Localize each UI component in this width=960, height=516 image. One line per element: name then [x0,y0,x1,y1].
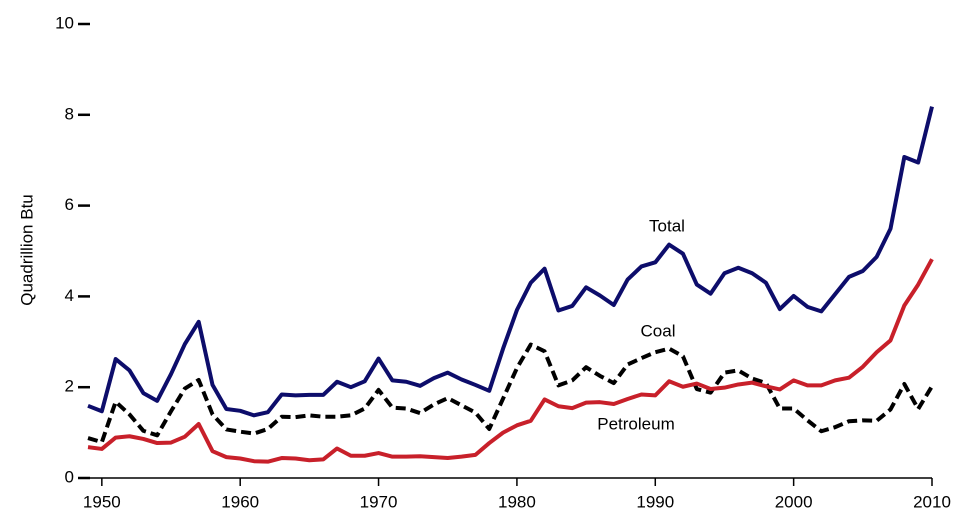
x-tick-label: 2000 [775,492,813,511]
x-tick-label: 1950 [83,492,121,511]
series-label: Coal [641,321,676,340]
series-line [87,106,934,418]
series-line [87,342,934,445]
x-tick-label: 1960 [221,492,259,511]
series-label: Petroleum [597,414,674,433]
series-label: Total [649,216,685,235]
y-tick-label: 8 [65,104,74,123]
x-tick-label: 2010 [913,492,951,511]
y-tick-label: 6 [65,195,74,214]
y-tick-label: 4 [65,286,74,305]
series-line [87,258,934,464]
x-tick-label: 1990 [636,492,674,511]
y-tick-label: 2 [65,377,74,396]
y-tick-label: 10 [55,13,74,32]
y-tick-label: 0 [65,467,74,486]
y-axis-label: Quadrillion Btu [17,194,36,306]
x-tick-label: 1980 [498,492,536,511]
x-tick-label: 1970 [360,492,398,511]
